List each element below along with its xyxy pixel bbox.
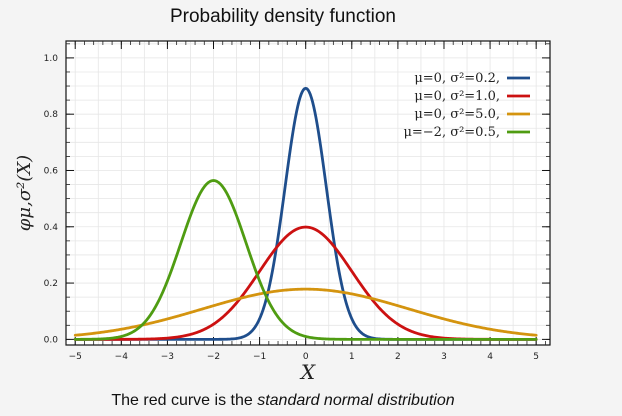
caption-emphasis: standard normal distribution — [257, 392, 455, 409]
x-tick-label: −3 — [161, 352, 174, 362]
x-tick-label: −2 — [207, 352, 220, 362]
series-line-3 — [73, 179, 538, 341]
legend-label-3: μ=−2, σ²=0.5, — [403, 125, 500, 140]
plot-background — [66, 41, 550, 345]
legend-label-1: μ=0, σ²=1.0, — [414, 89, 500, 104]
x-axis-label: X — [299, 360, 316, 384]
x-tick-label: −1 — [253, 352, 266, 362]
caption: The red curve is the standard normal dis… — [0, 392, 566, 410]
x-tick-label: 0 — [303, 352, 309, 362]
grid — [66, 41, 550, 345]
y-tick-label: 0.2 — [44, 279, 58, 289]
x-tick-label: 4 — [487, 352, 493, 362]
series-line-2 — [73, 287, 538, 337]
y-tick-label: 1.0 — [44, 54, 59, 64]
legend-label-0: μ=0, σ²=0.2, — [414, 71, 500, 86]
x-tick-label: 5 — [533, 352, 539, 362]
caption-prefix: The red curve is the — [111, 392, 258, 409]
y-tick-label: 0.4 — [44, 223, 59, 233]
x-tick-label: 2 — [395, 352, 401, 362]
x-tick-label: 3 — [441, 352, 447, 362]
y-tick-label: 0.0 — [44, 335, 59, 345]
x-tick-label: −5 — [69, 352, 82, 362]
x-tick-label: −4 — [115, 352, 129, 362]
y-tick-label: 0.6 — [44, 166, 59, 176]
x-tick-label: 1 — [349, 352, 355, 362]
y-axis-label: φμ,σ²(X) — [14, 155, 35, 231]
legend: μ=0, σ²=0.2, μ=0, σ²=1.0, μ=0, σ²=5.0, μ=−2… — [403, 71, 530, 140]
ticks: −5 −4 −3 −2 −1 0 1 2 3 4 5 0.0 0.2 0.4 0.6 0.8 1.0 — [44, 41, 550, 362]
series — [73, 86, 538, 341]
chart-title: Probability density function — [169, 6, 396, 27]
plot-frame — [65, 40, 551, 346]
legend-label-2: μ=0, σ²=5.0, — [414, 107, 500, 122]
y-tick-label: 0.8 — [44, 110, 59, 120]
